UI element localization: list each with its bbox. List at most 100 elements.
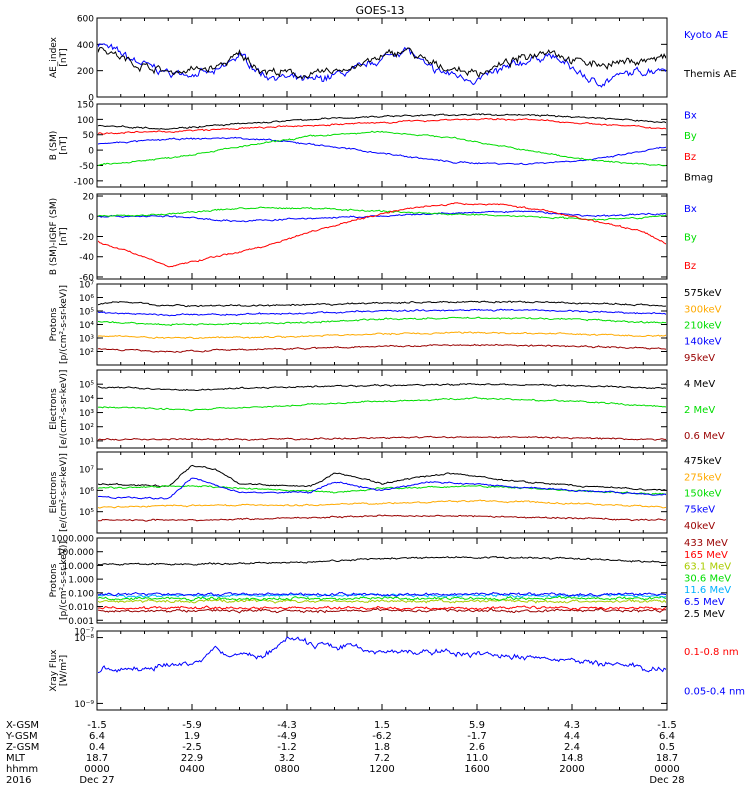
x-row-value: -6.2 — [372, 731, 392, 742]
series-line-40kev — [98, 514, 666, 522]
x-row-value: 0400 — [179, 764, 204, 775]
y-tick-label: 0 — [88, 94, 94, 104]
series-line-210kev — [98, 316, 666, 327]
legend-2-mev: 2 MeV — [684, 405, 715, 416]
legend-30-6-mev: 30.6 MeV — [684, 573, 731, 584]
y-axis-label: [nT] — [59, 48, 69, 66]
x-row-value: 2.4 — [564, 742, 580, 753]
legend-11-6-mev: 11.6 MeV — [684, 585, 731, 596]
x-row-value: Dec 28 — [649, 775, 684, 786]
y-tick-label: 10⁶ — [79, 294, 94, 304]
series-line-433-mev — [98, 607, 666, 614]
series-line-4-mev — [98, 382, 666, 392]
y-tick-label: 10⁴ — [79, 321, 94, 331]
y-tick-label: 0 — [88, 147, 94, 157]
legend-150kev: 150keV — [684, 489, 722, 500]
x-row-label: MLT — [6, 753, 26, 764]
y-tick-label: 1000.000 — [51, 535, 94, 545]
legend-300kev: 300keV — [684, 304, 722, 315]
chart-title: GOES-13 — [355, 4, 404, 17]
legend-63-1-mev: 63.1 MeV — [684, 562, 731, 573]
x-row-value: 11.0 — [466, 753, 488, 764]
series-line-75kev — [98, 477, 666, 500]
x-row-value: 6.4 — [659, 731, 675, 742]
y-tick-label: 10¹ — [79, 437, 94, 447]
x-row-label: 2016 — [6, 775, 31, 786]
panel-protons_mev: 0.001 0.010 0.100 1.000 10.000 100.000 1000.00… — [49, 535, 731, 627]
y-tick-label: 10⁻⁷ — [74, 628, 94, 638]
legend-bx: Bx — [684, 204, 697, 215]
legend-475kev: 475keV — [684, 456, 722, 467]
x-row-value: 2.6 — [469, 742, 485, 753]
x-row-value: 18.7 — [86, 753, 108, 764]
y-axis-label: Electrons — [49, 388, 59, 430]
series-line-bx — [98, 136, 666, 166]
legend-6-5-mev: 6.5 MeV — [684, 597, 725, 608]
x-row-value: -1.7 — [467, 731, 487, 742]
legend-140kev: 140keV — [684, 337, 722, 348]
panel-frame — [96, 451, 668, 534]
x-row-value: 5.9 — [469, 720, 485, 731]
series-line-575kev — [98, 300, 666, 308]
series-line-0-6-mev — [98, 435, 666, 441]
series-line-bmag — [98, 113, 666, 130]
legend-275kev: 275keV — [684, 472, 722, 483]
x-row-value: 1.9 — [184, 731, 200, 742]
x-row-value: 0800 — [274, 764, 299, 775]
series-line-by — [98, 130, 666, 167]
y-axis-label: B (SM) — [49, 131, 59, 161]
legend-2-5-mev: 2.5 MeV — [684, 609, 725, 620]
legend-by: By — [684, 131, 697, 142]
y-tick-label: 20 — [83, 193, 95, 203]
y-axis-label: Protons — [49, 563, 59, 597]
y-tick-label: -50 — [79, 162, 94, 172]
y-axis-label: [p/(cm²-s-sr-keV)] — [59, 285, 69, 364]
series-line-bx — [98, 210, 666, 223]
legend-0-6-mev: 0.6 MeV — [684, 431, 725, 442]
y-tick-label: 200 — [77, 67, 94, 77]
y-tick-label: 10⁷ — [79, 466, 94, 476]
y-axis-label: AE_index — [49, 36, 59, 78]
y-tick-label: 0.010 — [68, 603, 94, 613]
y-tick-label: 0.100 — [68, 589, 94, 599]
series-line-0-1-0-8-nm — [97, 569, 667, 587]
y-axis-label: [p/(cm²-s-sr-keV)] — [59, 541, 69, 620]
x-row-value: 0.4 — [89, 742, 105, 753]
x-row-value: 1600 — [464, 764, 489, 775]
series-line-300kev — [98, 331, 666, 340]
y-tick-label: 0.001 — [68, 617, 94, 627]
x-row-value: 1.8 — [374, 742, 390, 753]
series-line-bz — [98, 117, 666, 135]
x-row-value: 18.7 — [656, 753, 678, 764]
x-row-label: X-GSM — [6, 720, 39, 731]
series-line-bz — [98, 202, 666, 268]
x-row-value: -1.5 — [657, 720, 677, 731]
y-axis-label: [nT] — [59, 227, 69, 245]
legend-40kev: 40keV — [684, 521, 715, 532]
legend-by: By — [684, 233, 697, 244]
legend-4-mev: 4 MeV — [684, 379, 715, 390]
panel-electrons_kev: 10⁵ 10⁶ 10⁷ Electrons [e/(cm²-s-sr-keV)] 475k… — [49, 451, 722, 534]
y-tick-label: -100 — [74, 177, 95, 187]
series-line-165-mev — [98, 605, 666, 611]
y-axis-label: Xray Flux — [49, 649, 59, 692]
y-axis-label: [W/m²] — [59, 655, 69, 686]
series-line-0-05-0-4-nm — [98, 636, 666, 674]
y-tick-label: -40 — [79, 253, 94, 263]
legend-bx: Bx — [684, 110, 697, 121]
series-line-275kev — [98, 499, 666, 509]
series-line-140kev — [98, 308, 666, 317]
y-axis-label: Protons — [49, 307, 59, 341]
legend-165-mev: 165 MeV — [684, 550, 728, 561]
y-tick-label: 1.000 — [68, 576, 94, 586]
x-row-label: Y-GSM — [5, 731, 38, 742]
y-tick-label: 10⁻⁸ — [74, 634, 94, 644]
x-row-value: 1.5 — [374, 720, 390, 731]
y-tick-label: -20 — [79, 233, 94, 243]
legend-433-mev: 433 MeV — [684, 538, 728, 549]
panel-ae: 0 200 400 600 AE_index [nT] Kyoto AE Themis AE — [49, 15, 737, 104]
y-tick-label: 100 — [77, 116, 94, 126]
y-axis-label: [e/(cm²-s-sr-keV)] — [59, 453, 69, 532]
y-tick-label: -60 — [79, 273, 94, 283]
